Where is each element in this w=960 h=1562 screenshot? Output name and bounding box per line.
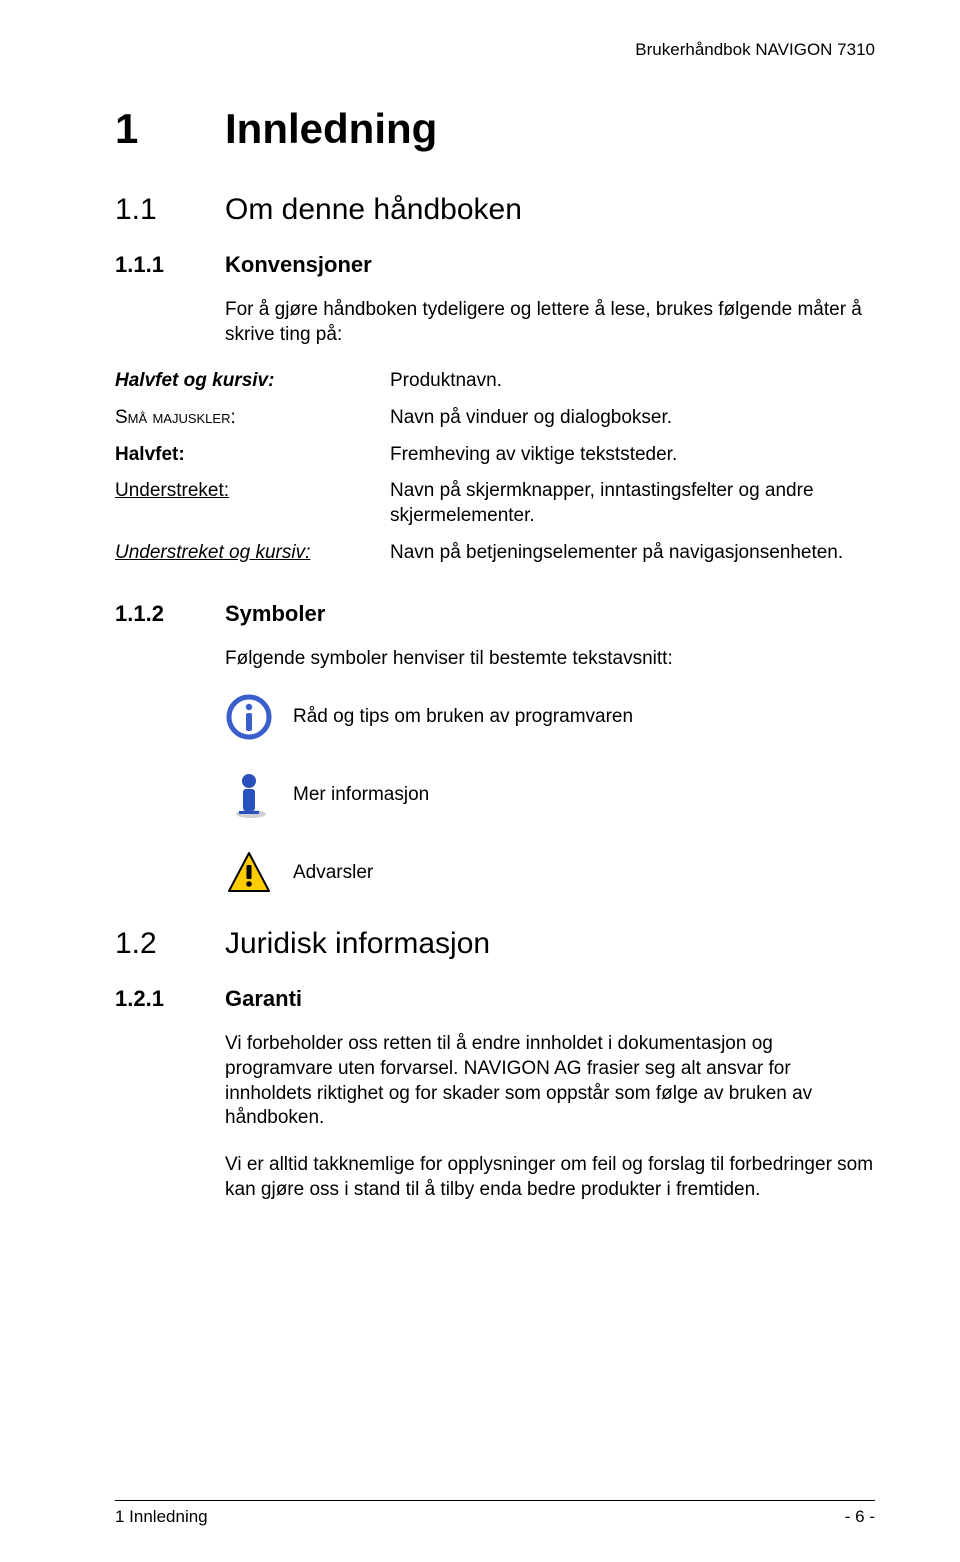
garanti-p2: Vi er alltid takknemlige for opplysninge…: [225, 1153, 875, 1202]
h2-number: 1.2: [115, 927, 225, 961]
h3-number: 1.1.1: [115, 252, 225, 278]
conventions-intro: For å gjøre håndboken tydeligere og lett…: [225, 298, 875, 347]
convention-row: Halvfet:Fremheving av viktige tekststede…: [115, 443, 875, 468]
convention-left: Understreket:: [115, 479, 390, 528]
h3-title: Symboler: [225, 601, 325, 627]
symbol-tip-row: Råd og tips om bruken av programvaren: [225, 693, 875, 741]
h1-number: 1: [115, 105, 225, 153]
heading-1-1: 1.1 Om denne håndboken: [115, 193, 875, 227]
h3-number: 1.2.1: [115, 986, 225, 1012]
warning-label: Advarsler: [293, 862, 373, 884]
conventions-table: Halvfet og kursiv:Produktnavn.Små majusk…: [115, 369, 875, 565]
symbol-info-row: Mer informasjon: [225, 771, 875, 819]
convention-row: Understreket:Navn på skjermknapper, innt…: [115, 479, 875, 528]
convention-left: Små majuskler:: [115, 406, 390, 431]
tip-icon: [225, 693, 273, 741]
convention-right: Navn på betjeningselementer på navigasjo…: [390, 541, 875, 566]
h2-title: Om denne håndboken: [225, 193, 522, 227]
heading-1-2: 1.2 Juridisk informasjon: [115, 927, 875, 961]
warning-icon: [225, 849, 273, 897]
convention-row: Understreket og kursiv:Navn på betjening…: [115, 541, 875, 566]
convention-left: Understreket og kursiv:: [115, 541, 390, 566]
footer-right: - 6 -: [845, 1507, 875, 1527]
h3-title: Konvensjoner: [225, 252, 372, 278]
page-header: Brukerhåndbok NAVIGON 7310: [115, 40, 875, 60]
convention-right: Fremheving av viktige tekststeder.: [390, 443, 875, 468]
tip-label: Råd og tips om bruken av programvaren: [293, 706, 633, 728]
convention-row: Små majuskler:Navn på vinduer og dialogb…: [115, 406, 875, 431]
heading-1: 1 Innledning: [115, 105, 875, 153]
symbol-warning-row: Advarsler: [225, 849, 875, 897]
info-label: Mer informasjon: [293, 784, 429, 806]
footer-left: 1 Innledning: [115, 1507, 208, 1527]
heading-1-1-2: 1.1.2 Symboler: [115, 601, 875, 627]
symbols-intro: Følgende symboler henviser til bestemte …: [225, 647, 875, 672]
h2-number: 1.1: [115, 193, 225, 227]
h3-title: Garanti: [225, 986, 302, 1012]
convention-row: Halvfet og kursiv:Produktnavn.: [115, 369, 875, 394]
page-footer: 1 Innledning - 6 -: [115, 1500, 875, 1527]
convention-left: Halvfet:: [115, 443, 390, 468]
h2-title: Juridisk informasjon: [225, 927, 490, 961]
heading-1-2-1: 1.2.1 Garanti: [115, 986, 875, 1012]
h3-number: 1.1.2: [115, 601, 225, 627]
convention-right: Navn på skjermknapper, inntastingsfelter…: [390, 479, 875, 528]
convention-left: Halvfet og kursiv:: [115, 369, 390, 394]
h1-title: Innledning: [225, 105, 437, 153]
info-icon: [225, 771, 273, 819]
convention-right: Produktnavn.: [390, 369, 875, 394]
heading-1-1-1: 1.1.1 Konvensjoner: [115, 252, 875, 278]
convention-right: Navn på vinduer og dialogbokser.: [390, 406, 875, 431]
garanti-p1: Vi forbeholder oss retten til å endre in…: [225, 1032, 875, 1131]
